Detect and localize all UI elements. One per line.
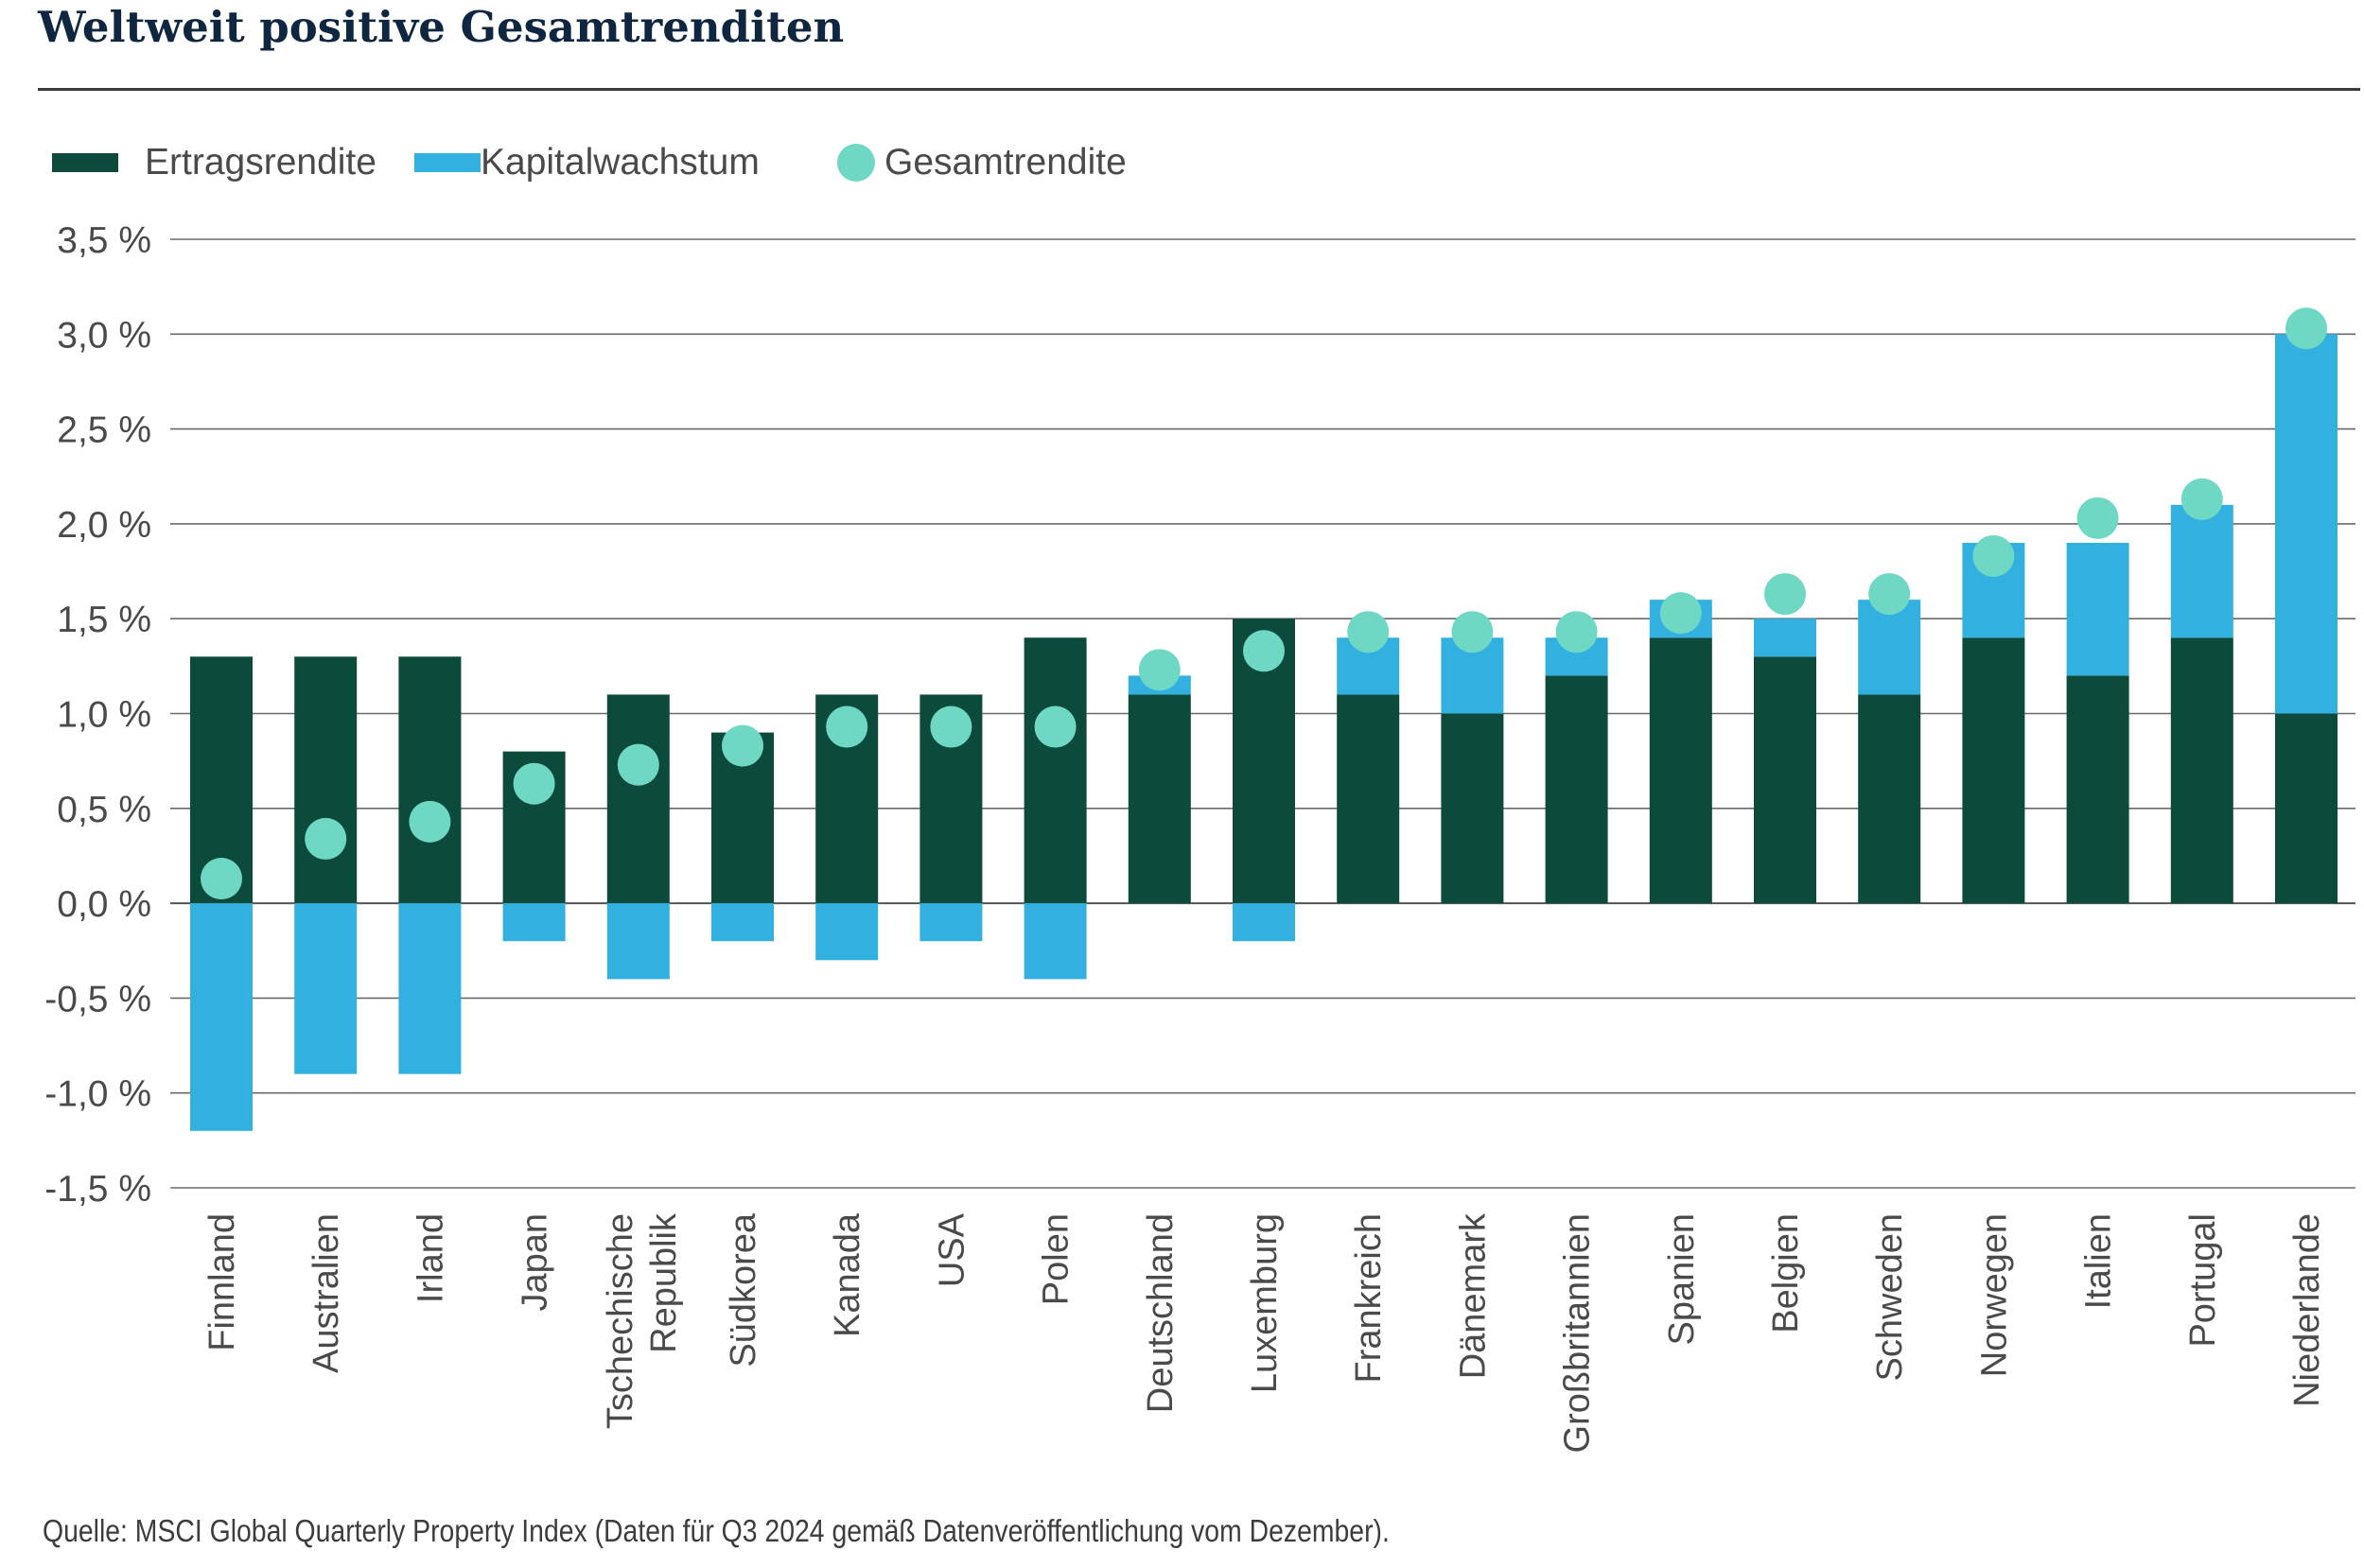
- point-gesamtrendite: [2180, 478, 2223, 520]
- point-gesamtrendite: [2285, 307, 2327, 350]
- x-tick-label: Finnland: [202, 1213, 242, 1351]
- bar-kapitalwachstum: [1024, 903, 1087, 980]
- x-tick-label: Luxemburg: [1245, 1213, 1285, 1393]
- legend-label-gesamtrendite: Gesamtrendite: [884, 142, 1127, 183]
- legend-item-kapitalwachstum: Kapitalwachstum: [414, 134, 760, 191]
- y-tick-label: 0,0 %: [57, 884, 151, 925]
- point-gesamtrendite: [617, 743, 659, 786]
- bar-kapitalwachstum: [2066, 542, 2129, 676]
- x-tick-label: Niederlande: [2287, 1213, 2327, 1407]
- y-tick-label: -1,0 %: [44, 1074, 151, 1115]
- x-tick-label: Norwegen: [1974, 1213, 2014, 1377]
- y-tick-label: 2,5 %: [57, 410, 151, 451]
- point-gesamtrendite: [305, 817, 347, 860]
- source-note: Quelle: MSCI Global Quarterly Property I…: [43, 1513, 1390, 1548]
- bar-ertragsrendite: [1337, 694, 1400, 904]
- point-gesamtrendite: [1347, 611, 1390, 653]
- bar-kapitalwachstum: [606, 903, 670, 980]
- x-tick-label: Polen: [1037, 1213, 1077, 1305]
- x-tick-label: Kanada: [828, 1212, 867, 1337]
- bar-ertragsrendite: [1754, 656, 1816, 904]
- bar-ertragsrendite: [294, 656, 358, 904]
- bar-kapitalwachstum: [919, 903, 983, 942]
- x-tick-label: Portugal: [2183, 1213, 2223, 1348]
- bar-kapitalwachstum: [502, 903, 566, 942]
- bar-ertragsrendite: [2066, 675, 2129, 904]
- x-tick-label-line: Tschechische: [601, 1213, 640, 1429]
- bar-kapitalwachstum: [2170, 504, 2233, 638]
- legend-dot-gesamtrendite: [837, 144, 875, 182]
- legend-label-ertragsrendite: Ertragsrendite: [145, 142, 376, 183]
- bar-ertragsrendite: [1441, 713, 1504, 904]
- legend-item-ertragsrendite: Ertragsrendite: [52, 134, 376, 191]
- x-tick-label: Deutschland: [1141, 1213, 1181, 1413]
- legend-label-kapitalwachstum: Kapitalwachstum: [481, 142, 760, 183]
- point-gesamtrendite: [722, 724, 763, 767]
- point-gesamtrendite: [409, 800, 451, 843]
- x-tick-label: Großbritannien: [1558, 1213, 1598, 1453]
- bar-kapitalwachstum: [1858, 600, 1921, 695]
- chart-title: Weltweit positive Gesamtrenditen: [38, 2, 845, 52]
- point-gesamtrendite: [2076, 497, 2119, 539]
- bar-kapitalwachstum: [711, 903, 774, 942]
- bar-ertragsrendite: [1962, 637, 2025, 904]
- bar-kapitalwachstum: [815, 903, 879, 961]
- x-tick-label: Tschechische Republik: [601, 1212, 684, 1429]
- x-tick-label: Australien: [306, 1213, 346, 1373]
- y-tick-label: 3,0 %: [57, 315, 151, 356]
- point-gesamtrendite: [1138, 649, 1181, 691]
- title-divider: [38, 88, 2360, 91]
- bar-ertragsrendite: [1024, 637, 1087, 904]
- point-gesamtrendite: [201, 858, 242, 900]
- bar-ertragsrendite: [2170, 637, 2233, 904]
- legend-swatch-ertragsrendite: [52, 153, 118, 172]
- y-tick-label: 1,0 %: [57, 695, 151, 736]
- y-tick-label: -1,5 %: [44, 1169, 151, 1210]
- point-gesamtrendite: [1451, 611, 1494, 653]
- bar-kapitalwachstum: [1233, 903, 1295, 942]
- x-tick-label: Schweden: [1870, 1213, 1910, 1381]
- x-tick-label: Frankreich: [1349, 1213, 1389, 1384]
- y-tick-label: -0,5 %: [44, 979, 151, 1019]
- bar-ertragsrendite: [606, 694, 670, 904]
- bar-kapitalwachstum: [2275, 334, 2338, 714]
- bar-kapitalwachstum: [1754, 618, 1816, 657]
- point-gesamtrendite: [1555, 611, 1598, 653]
- legend-item-gesamtrendite: Gesamtrendite: [837, 134, 1127, 191]
- legend-swatch-kapitalwachstum: [414, 153, 481, 172]
- bar-ertragsrendite: [1649, 637, 1712, 904]
- point-gesamtrendite: [1764, 573, 1806, 616]
- x-tick-label: Belgien: [1766, 1213, 1806, 1333]
- point-gesamtrendite: [513, 762, 555, 805]
- x-tick-label: Spanien: [1662, 1213, 1702, 1345]
- point-gesamtrendite: [1868, 573, 1911, 616]
- point-gesamtrendite: [1034, 706, 1077, 748]
- bar-ertragsrendite: [2275, 713, 2338, 904]
- x-tick-label: Italien: [2079, 1213, 2119, 1309]
- bar-ertragsrendite: [1128, 694, 1191, 904]
- bar-kapitalwachstum: [190, 903, 253, 1131]
- x-tick-label: Südkorea: [724, 1212, 763, 1368]
- x-tick-label: Dänemark: [1453, 1212, 1493, 1379]
- point-gesamtrendite: [826, 706, 868, 748]
- point-gesamtrendite: [1243, 630, 1285, 672]
- y-tick-label: 1,5 %: [57, 600, 151, 640]
- legend: Ertragsrendite Kapitalwachstum Gesamtren…: [52, 134, 1282, 191]
- bar-kapitalwachstum: [294, 903, 358, 1074]
- point-gesamtrendite: [1972, 535, 2015, 578]
- x-tick-label-line: Republik: [644, 1212, 684, 1353]
- point-gesamtrendite: [1659, 592, 1702, 635]
- x-tick-label: USA: [932, 1212, 972, 1287]
- x-tick-label: Japan: [516, 1213, 555, 1312]
- y-tick-label: 0,5 %: [57, 790, 151, 830]
- bar-ertragsrendite: [1545, 675, 1608, 904]
- bar-ertragsrendite: [1858, 694, 1921, 904]
- bar-ertragsrendite: [398, 656, 462, 904]
- y-tick-label: 2,0 %: [57, 505, 151, 546]
- x-tick-label: Irland: [411, 1213, 450, 1303]
- y-tick-label: 3,5 %: [57, 220, 151, 261]
- point-gesamtrendite: [930, 706, 972, 748]
- bar-kapitalwachstum: [398, 903, 462, 1074]
